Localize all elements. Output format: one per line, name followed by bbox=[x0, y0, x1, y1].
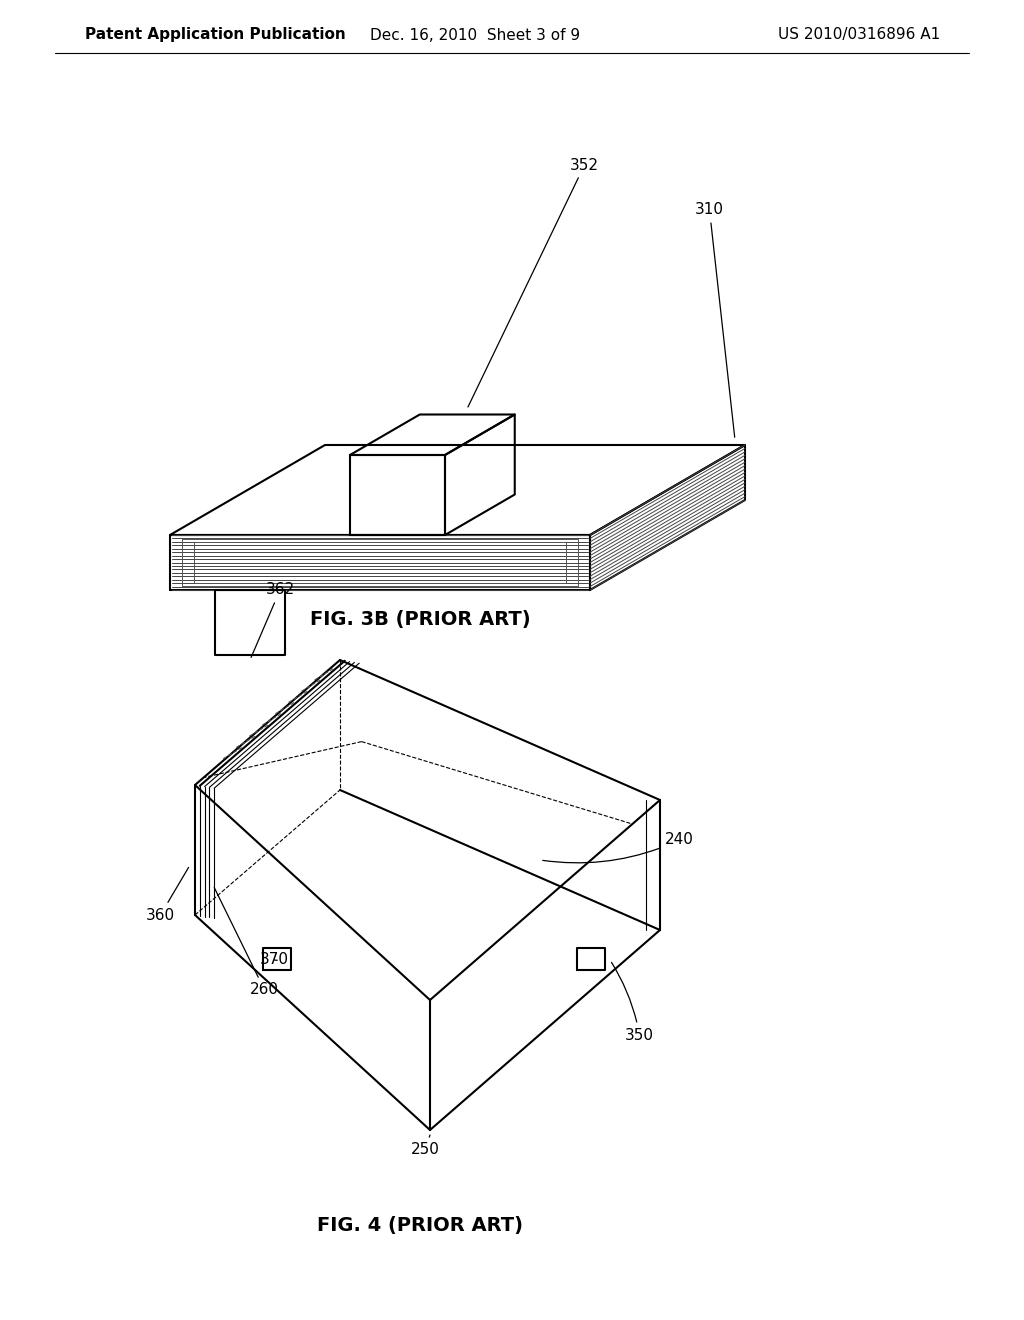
Text: 260: 260 bbox=[214, 887, 279, 998]
Text: 240: 240 bbox=[543, 833, 694, 863]
Text: 310: 310 bbox=[695, 202, 734, 437]
Text: Patent Application Publication: Patent Application Publication bbox=[85, 28, 346, 42]
Text: 350: 350 bbox=[611, 962, 654, 1043]
Text: US 2010/0316896 A1: US 2010/0316896 A1 bbox=[778, 28, 940, 42]
Text: 370: 370 bbox=[260, 953, 289, 968]
Text: 360: 360 bbox=[145, 867, 188, 923]
Text: 352: 352 bbox=[468, 157, 599, 407]
Text: FIG. 3B (PRIOR ART): FIG. 3B (PRIOR ART) bbox=[309, 610, 530, 630]
Text: 250: 250 bbox=[411, 1135, 439, 1158]
Text: FIG. 4 (PRIOR ART): FIG. 4 (PRIOR ART) bbox=[317, 1216, 523, 1234]
Text: Dec. 16, 2010  Sheet 3 of 9: Dec. 16, 2010 Sheet 3 of 9 bbox=[370, 28, 580, 42]
Text: 362: 362 bbox=[251, 582, 295, 657]
